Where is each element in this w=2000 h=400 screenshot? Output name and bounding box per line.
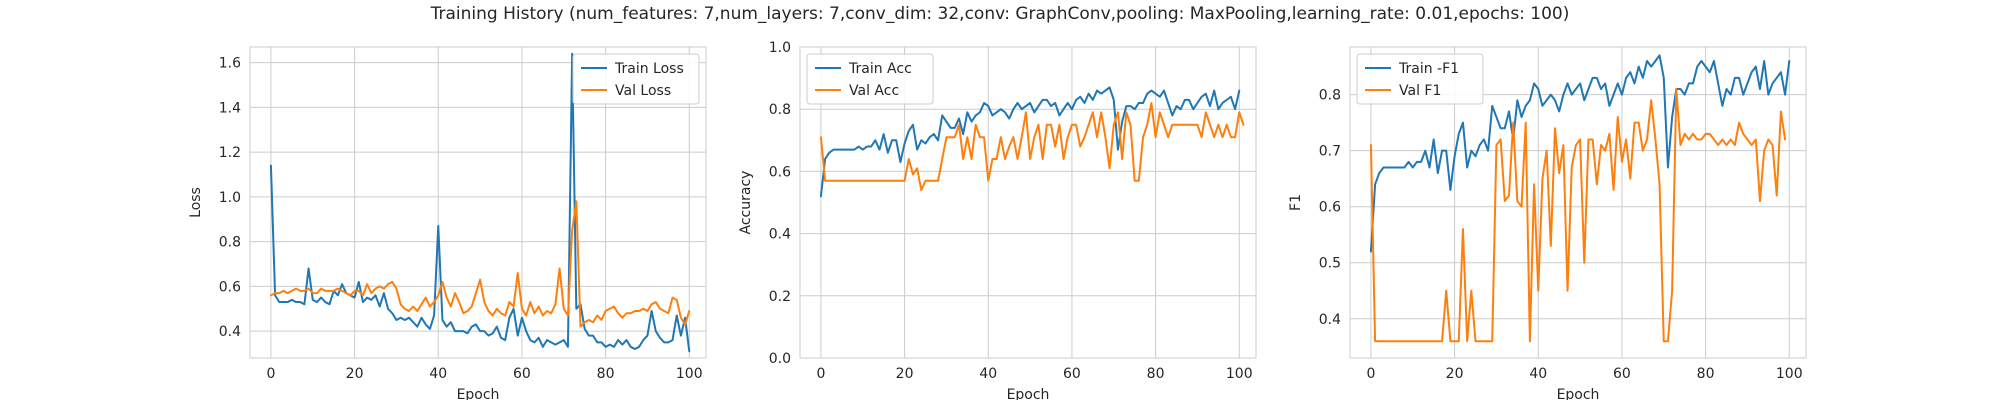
x-axis-label: Epoch	[457, 387, 500, 400]
legend-label: Train Acc	[848, 61, 912, 77]
y-tick-label: 0.6	[769, 164, 791, 180]
series-line-train-acc	[819, 86, 1241, 198]
figure-title: Training History (num_features: 7,num_la…	[430, 4, 1570, 24]
x-tick-label: 0	[816, 366, 825, 382]
x-tick-label: 80	[1147, 366, 1165, 382]
x-tick-label: 40	[979, 366, 997, 382]
legend-label: Val Acc	[849, 83, 899, 99]
y-tick-label: 1.2	[219, 145, 241, 161]
legend-box	[572, 53, 700, 105]
plot-frame	[799, 46, 1257, 359]
y-axis-label: Loss	[188, 187, 204, 218]
y-tick-label: 0.8	[769, 102, 791, 118]
legend-box	[1356, 53, 1484, 105]
legend: Train Acc Val Acc	[806, 53, 934, 105]
x-axis-label: Epoch	[1557, 387, 1600, 400]
y-axis-label: Accuracy	[738, 171, 754, 235]
y-tick-label: 0.5	[1319, 256, 1341, 272]
x-tick-label: 100	[676, 366, 703, 382]
x-tick-label: 20	[346, 366, 364, 382]
plot-frame	[249, 46, 707, 359]
legend-label: Val F1	[1399, 83, 1441, 99]
legend: Train Loss Val Loss	[572, 53, 700, 105]
chart-panel-3: 0 20 40 60 80 100 0.4 0.5 0.6 0.7 0.8 Epoch F1 Train …	[1288, 46, 1807, 400]
y-tick-label: 1.6	[219, 56, 241, 72]
y-tick-label: 0.4	[219, 324, 241, 340]
x-tick-label: 80	[597, 366, 615, 382]
y-tick-label: 1.0	[769, 40, 791, 56]
x-tick-label: 100	[1226, 366, 1253, 382]
y-tick-label: 0.0	[769, 351, 791, 367]
series-line-train-loss	[269, 52, 691, 353]
legend-label: Val Loss	[615, 83, 671, 99]
y-tick-label: 0.7	[1319, 144, 1341, 160]
x-axis-label: Epoch	[1007, 387, 1050, 400]
series-line-val-f1	[1369, 88, 1787, 343]
y-tick-label: 0.2	[769, 289, 791, 305]
x-tick-label: 80	[1697, 366, 1715, 382]
x-tick-label: 40	[429, 366, 447, 382]
x-tick-label: 100	[1776, 366, 1803, 382]
y-tick-label: 1.4	[219, 100, 241, 116]
y-tick-label: 0.6	[219, 279, 241, 295]
legend-label: Train Loss	[614, 61, 684, 77]
y-axis-label: F1	[1288, 194, 1304, 211]
y-tick-label: 0.4	[1319, 312, 1341, 328]
y-tick-label: 0.6	[1319, 200, 1341, 216]
series-line-val-loss	[269, 200, 691, 328]
x-tick-label: 40	[1529, 366, 1547, 382]
x-tick-label: 20	[896, 366, 914, 382]
y-tick-label: 0.8	[219, 235, 241, 251]
plot-frame	[1349, 46, 1807, 359]
series-line-train-f1	[1369, 54, 1791, 253]
chart-panel-1: 0 20 40 60 80 100 0.4 0.6 0.8 1.0 1.2 1.4 1.6 Epoch Lo…	[188, 46, 707, 400]
y-tick-label: 1.0	[219, 190, 241, 206]
x-tick-label: 0	[1366, 366, 1375, 382]
legend: Train -F1 Val F1	[1356, 53, 1484, 105]
series-line-val-acc	[819, 101, 1245, 192]
x-tick-label: 60	[1063, 366, 1081, 382]
legend-label: Train -F1	[1398, 61, 1459, 77]
chart-panel-2: 0 20 40 60 80 100 0.0 0.2 0.4 0.6 0.8 1.0 Epoch Accur…	[738, 40, 1257, 400]
y-tick-label: 0.8	[1319, 88, 1341, 104]
legend-box	[806, 53, 934, 105]
x-tick-label: 0	[266, 366, 275, 382]
y-tick-label: 0.4	[769, 227, 791, 243]
x-tick-label: 20	[1446, 366, 1464, 382]
x-tick-label: 60	[1613, 366, 1631, 382]
x-tick-label: 60	[513, 366, 531, 382]
